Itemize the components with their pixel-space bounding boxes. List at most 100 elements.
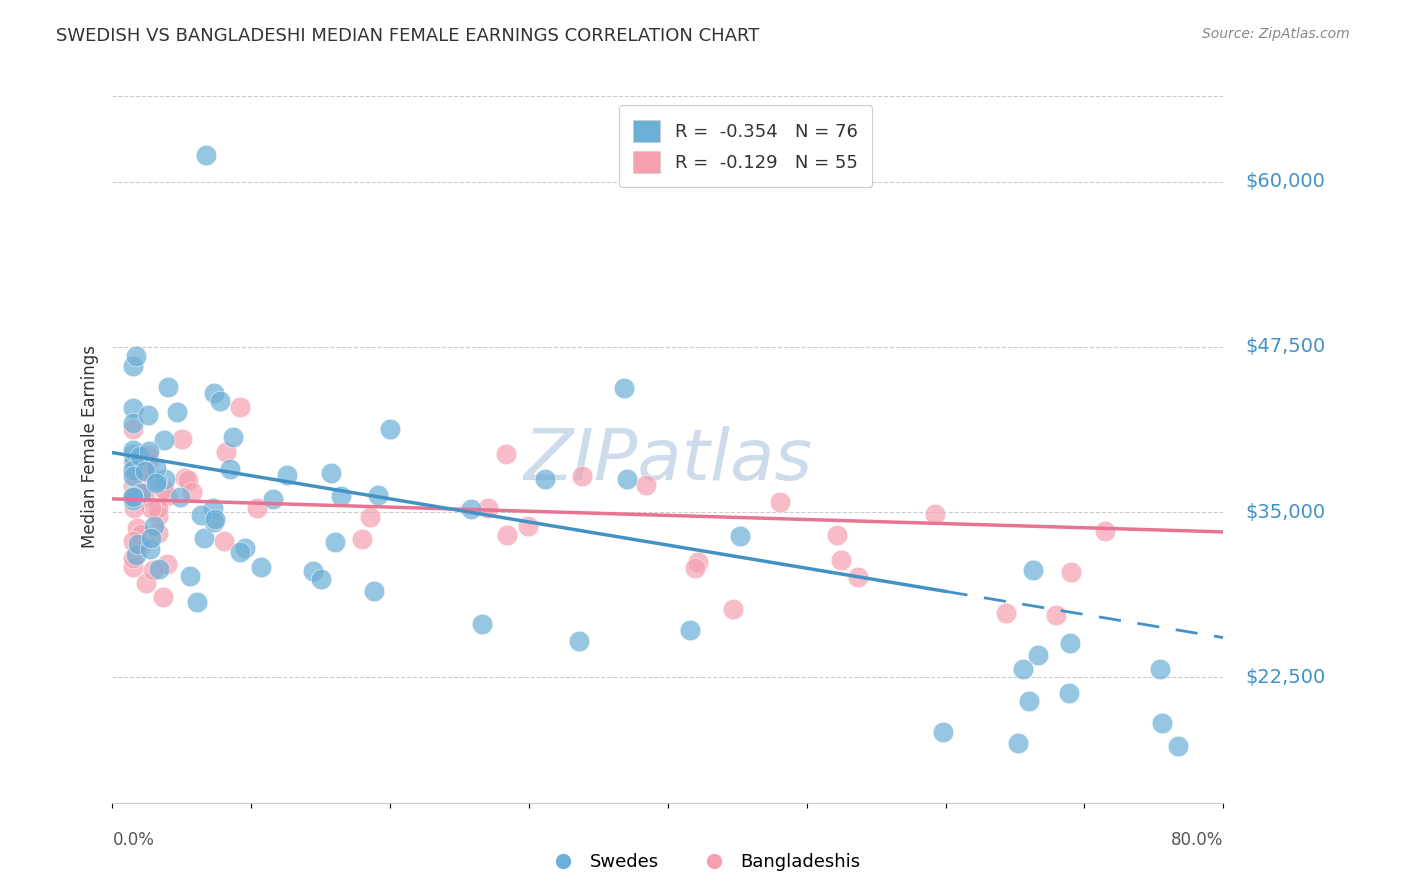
Point (534, 472, 557, 486)
Point (145, 474, 167, 488)
Point (186, 594, 208, 608)
Point (122, 422, 145, 436)
Point (122, 417, 145, 431)
Point (122, 468, 145, 483)
Point (166, 405, 188, 419)
Point (129, 450, 152, 464)
Point (122, 492, 145, 507)
Point (122, 533, 145, 548)
Point (634, 478, 657, 492)
Point (138, 443, 160, 458)
Point (122, 459, 145, 474)
Point (195, 148, 218, 162)
Point (367, 488, 389, 502)
Point (156, 557, 179, 571)
Point (728, 529, 751, 543)
Point (143, 518, 166, 533)
Point (170, 432, 193, 446)
Point (176, 474, 198, 488)
Point (685, 561, 707, 575)
Point (122, 560, 145, 574)
Point (245, 501, 267, 516)
Point (931, 724, 953, 739)
Point (122, 491, 145, 505)
Point (139, 500, 162, 515)
Text: $35,000: $35,000 (1246, 502, 1326, 522)
Point (145, 460, 167, 475)
Point (152, 590, 174, 604)
Point (924, 507, 946, 521)
Point (994, 606, 1017, 620)
Point (148, 509, 170, 524)
Point (825, 528, 848, 542)
Point (323, 534, 346, 549)
Point (1167, 739, 1189, 753)
Point (276, 468, 298, 483)
Point (460, 502, 482, 516)
Point (138, 475, 160, 489)
Point (1022, 562, 1045, 576)
Point (302, 565, 325, 579)
Point (319, 466, 342, 480)
Point (148, 562, 170, 576)
Point (129, 526, 152, 541)
Point (139, 541, 162, 556)
Point (131, 485, 153, 500)
Point (179, 569, 201, 583)
Point (138, 448, 160, 462)
Point (568, 634, 591, 648)
Point (496, 528, 519, 542)
Point (1026, 648, 1049, 662)
Point (309, 572, 332, 586)
Point (157, 380, 180, 394)
Point (122, 489, 145, 503)
Point (127, 537, 149, 551)
Point (380, 422, 402, 436)
Point (129, 538, 152, 552)
Point (135, 576, 157, 591)
Point (122, 551, 145, 566)
Point (129, 486, 152, 500)
Point (359, 509, 381, 524)
Point (1059, 636, 1081, 650)
Point (209, 394, 232, 409)
Text: $22,500: $22,500 (1246, 668, 1326, 687)
Point (477, 501, 499, 516)
Text: 0.0%: 0.0% (112, 831, 155, 849)
Point (122, 478, 145, 492)
Point (146, 501, 169, 516)
Point (122, 501, 145, 516)
Point (138, 455, 160, 469)
Point (152, 483, 174, 497)
Point (201, 501, 224, 516)
Text: $47,500: $47,500 (1246, 337, 1326, 357)
Text: SWEDISH VS BANGLADESHI MEDIAN FEMALE EARNINGS CORRELATION CHART: SWEDISH VS BANGLADESHI MEDIAN FEMALE EAR… (56, 27, 759, 45)
Point (156, 489, 179, 503)
Point (517, 519, 540, 533)
Point (495, 447, 517, 461)
Point (219, 462, 242, 476)
Point (1057, 686, 1080, 700)
Point (202, 515, 225, 529)
Point (1045, 607, 1067, 622)
Point (122, 454, 145, 468)
Point (214, 445, 236, 459)
Point (262, 491, 284, 506)
Point (1150, 716, 1173, 731)
Point (830, 553, 852, 567)
Point (616, 472, 638, 486)
Point (1149, 662, 1171, 676)
Point (136, 408, 159, 422)
Point (212, 533, 235, 548)
Point (134, 464, 156, 478)
Point (846, 570, 869, 584)
Text: Source: ZipAtlas.com: Source: ZipAtlas.com (1202, 27, 1350, 41)
Point (146, 526, 169, 541)
Point (142, 563, 165, 577)
Point (1007, 736, 1029, 750)
Point (190, 508, 212, 523)
Point (612, 381, 634, 395)
Point (202, 386, 225, 401)
Point (721, 602, 744, 616)
Point (134, 489, 156, 503)
